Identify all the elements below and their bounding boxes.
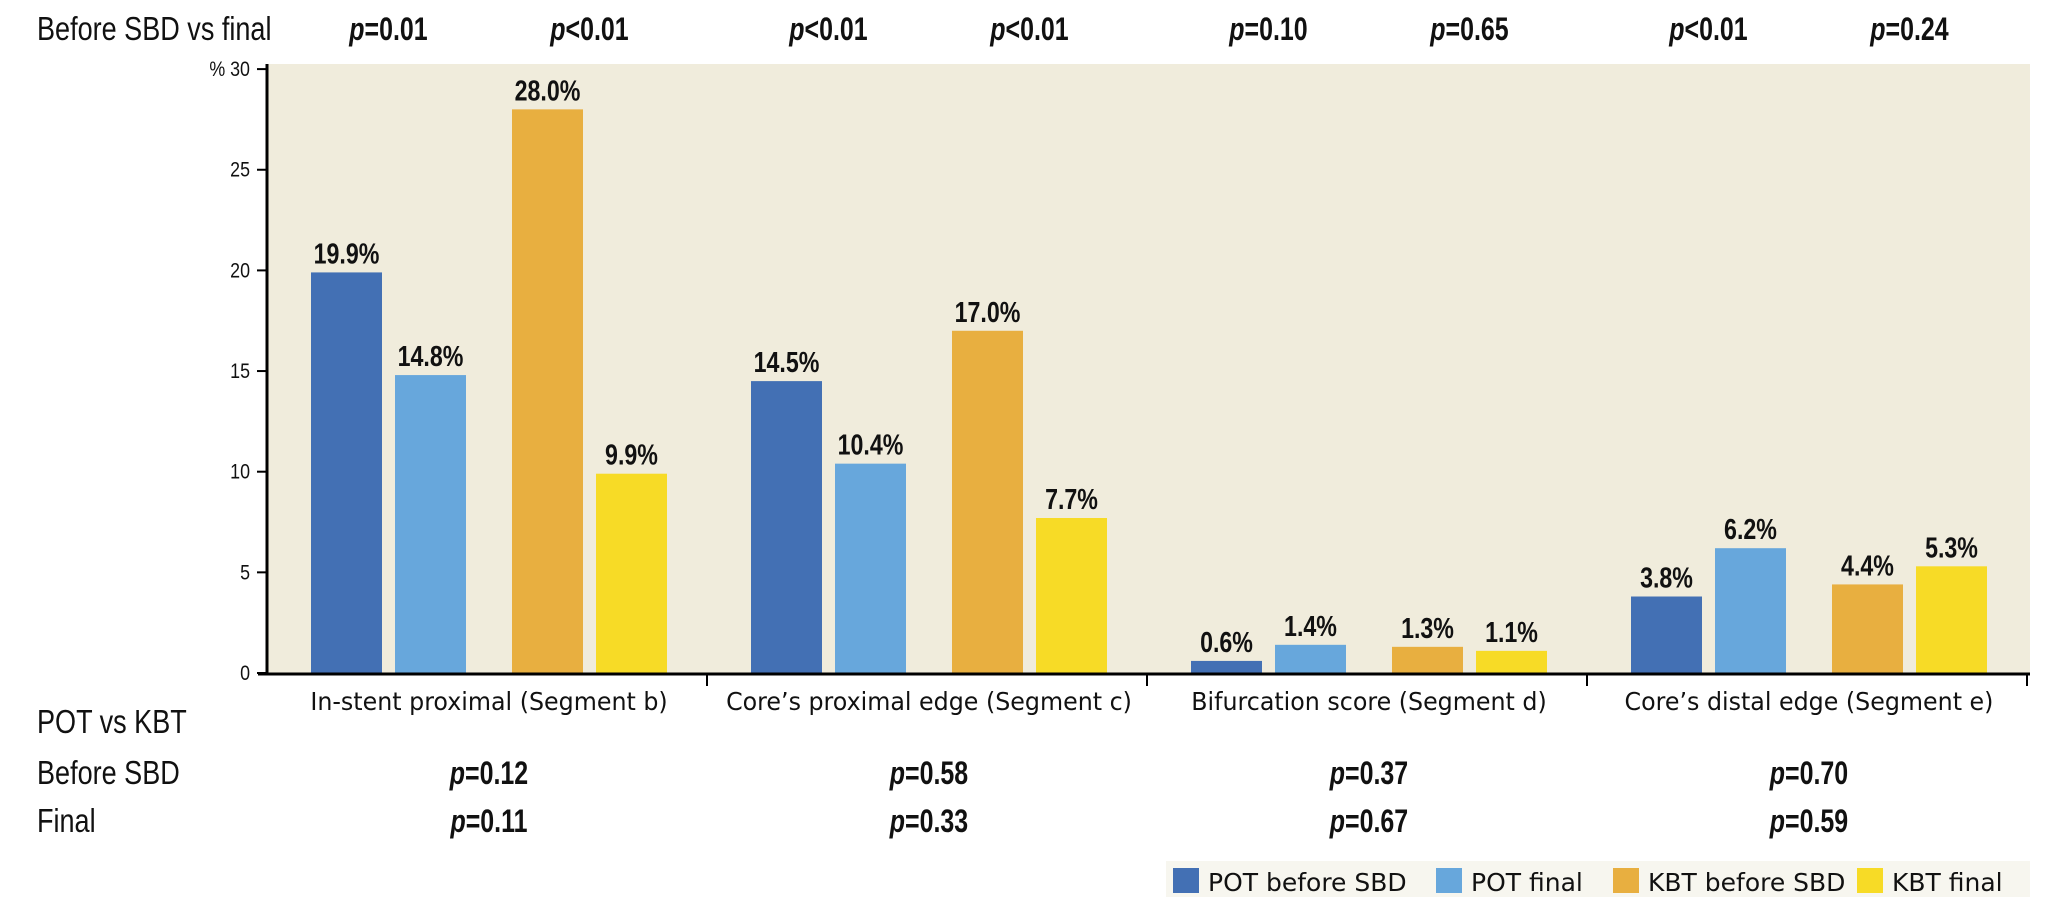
bar-pot-before-sbd-3 (1191, 660, 1262, 673)
data-label: 19.9% (314, 237, 380, 270)
y-ticks: 0 5 10 15 20 25 % 30 (209, 58, 267, 686)
legend-label: POT final (1471, 868, 1583, 897)
top-pvalue: p=0.10 (1228, 12, 1307, 48)
bottom-pvalue: p=0.59 (1769, 804, 1848, 840)
data-label: 5.3% (1925, 531, 1978, 564)
bar-pot-final-2 (835, 463, 906, 673)
top-pvalue-row: Before SBD vs final p=0.01 p<0.01 p<0.01 p<… (37, 12, 1949, 48)
data-label: 14.8% (398, 340, 464, 373)
bottom-pvalue-table: POT vs KBT Before SBD Final p=0.12 p=0.58… (37, 705, 1848, 840)
legend: POT before SBD POT final KBT before SBD KBT… (1166, 861, 2030, 897)
bar-pot-before-sbd-2 (751, 381, 822, 673)
x-group-separators (706, 674, 2028, 686)
bar-pot-final-1 (395, 375, 466, 673)
bottom-pvalue: p=0.12 (449, 756, 528, 792)
top-pvalue: p=0.65 (1429, 12, 1508, 48)
row-label-final: Final (37, 804, 96, 840)
data-label: 28.0% (515, 74, 581, 107)
bar-kbt-final-4 (1916, 566, 1987, 673)
bar-kbt-before-sbd-4 (1832, 584, 1903, 673)
bottom-pvalue: p=0.33 (889, 804, 968, 840)
data-label: 1.3% (1401, 611, 1454, 644)
bottom-pvalue: p=0.11 (450, 804, 528, 840)
category-label: Bifurcation score (Segment d) (1191, 686, 1546, 716)
y-tick-label: 25 (230, 158, 250, 182)
bars-layer (311, 109, 1987, 674)
data-label: 4.4% (1841, 549, 1894, 582)
data-label: 14.5% (754, 346, 820, 379)
y-tick-label: 10 (230, 460, 250, 484)
bar-labels-layer: 19.9% 14.8% 28.0% 9.9% 14.5% 10.4% 17.0% 7.7% 0.… (314, 74, 1978, 659)
bar-pot-final-4 (1715, 548, 1786, 673)
data-label: 6.2% (1724, 513, 1777, 546)
legend-swatch (1613, 868, 1639, 893)
bar-kbt-before-sbd-2 (952, 330, 1023, 673)
data-label: 1.4% (1284, 609, 1337, 642)
legend-label: POT before SBD (1208, 868, 1407, 897)
data-label: 3.8% (1640, 561, 1693, 594)
legend-swatch (1173, 868, 1199, 893)
top-pvalue: p=0.24 (1869, 12, 1948, 48)
top-pvalue: p<0.01 (788, 12, 867, 48)
bar-pot-final-3 (1275, 644, 1346, 673)
legend-label: KBT before SBD (1648, 868, 1845, 897)
legend-swatch (1436, 868, 1462, 893)
bottom-header-label: POT vs KBT (37, 705, 187, 741)
bar-pot-before-sbd-1 (311, 272, 382, 673)
category-label: Core’s proximal edge (Segment c) (726, 686, 1132, 716)
legend-background (1166, 861, 2030, 897)
legend-label: KBT final (1892, 868, 2003, 897)
bottom-pvalue: p=0.67 (1329, 804, 1408, 840)
data-label: 7.7% (1045, 482, 1098, 515)
bottom-pvalue: p=0.37 (1329, 756, 1408, 792)
bar-kbt-before-sbd-1 (512, 109, 583, 674)
top-pvalue: p=0.01 (348, 12, 427, 48)
bottom-pvalue: p=0.70 (1769, 756, 1848, 792)
category-labels: In-stent proximal (Segment b) Core’s prox… (310, 686, 1993, 716)
y-tick-label: % 30 (209, 58, 250, 82)
y-tick-label: 0 (240, 662, 250, 686)
row-label-before-sbd: Before SBD (37, 756, 180, 792)
y-tick-label: 20 (230, 259, 250, 283)
data-label: 9.9% (605, 438, 658, 471)
top-pvalue: p<0.01 (989, 12, 1068, 48)
data-label: 1.1% (1485, 615, 1538, 648)
y-tick-label: 15 (230, 360, 250, 384)
bottom-pvalue: p=0.58 (889, 756, 968, 792)
top-pvalue: p<0.01 (1668, 12, 1747, 48)
bar-kbt-final-1 (596, 473, 667, 673)
data-label: 10.4% (838, 428, 904, 461)
category-label: In-stent proximal (Segment b) (310, 686, 667, 716)
bar-pot-before-sbd-4 (1631, 596, 1702, 673)
bar-kbt-final-3 (1476, 650, 1547, 673)
top-row-label: Before SBD vs final (37, 12, 271, 48)
bar-kbt-before-sbd-3 (1392, 646, 1463, 673)
top-pvalue: p<0.01 (549, 12, 628, 48)
data-label: 0.6% (1200, 625, 1253, 658)
legend-swatch (1857, 868, 1883, 893)
category-label: Core’s distal edge (Segment e) (1625, 686, 1994, 716)
bar-kbt-final-2 (1036, 517, 1107, 673)
data-label: 17.0% (955, 295, 1021, 328)
y-tick-label: 5 (240, 561, 250, 585)
